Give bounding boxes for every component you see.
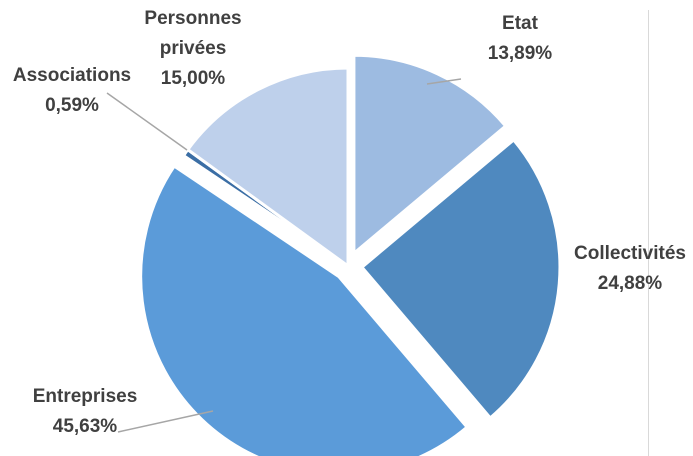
leader-line [117,410,214,433]
pie-slice-personnes-priv-es [185,66,350,269]
data-label-category: privées [160,38,227,59]
data-label-value: 13,89% [488,43,553,64]
pie-slice-etat [352,53,508,257]
data-label-category: Entreprises [33,386,138,407]
pie-slice-collectivit-s [359,137,562,421]
data-label-category: Associations [13,65,131,86]
data-label-category: Etat [502,13,539,34]
data-label-category: Collectivités [574,243,686,264]
data-label-category: Personnes [144,8,241,29]
data-label-value: 0,59% [45,95,99,116]
leader-line [426,78,462,85]
pie-slice-entreprises [139,164,470,456]
chart-border-line [648,10,649,456]
data-label-value: 45,63% [53,416,118,437]
data-label-value: 24,88% [598,273,663,294]
leader-line [106,92,188,151]
data-label-value: 15,00% [161,68,226,89]
